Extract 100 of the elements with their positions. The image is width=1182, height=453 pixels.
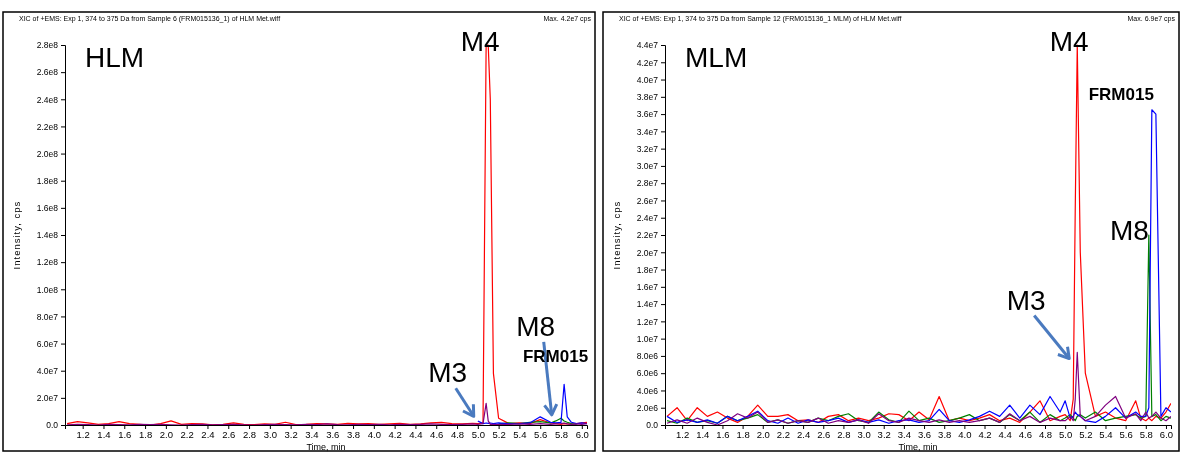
y-tick-label: 2.0e6 (636, 402, 659, 413)
x-tick-label: 4.2 (978, 428, 992, 440)
y-tick-label: 1.4e8 (36, 230, 59, 241)
x-tick-label: 3.4 (897, 428, 911, 440)
y-tick-label: 2.8e8 (36, 40, 59, 51)
y-tick-label: 1.4e7 (636, 299, 659, 310)
y-tick-label: 8.0e7 (36, 311, 59, 322)
line-series (666, 351, 1171, 425)
y-tick-label: 1.6e7 (636, 282, 659, 293)
y-tick-label: 3.2e7 (636, 143, 659, 154)
x-tick-label: 2.4 (796, 428, 811, 440)
x-tick-label: 3.6 (326, 428, 340, 440)
y-tick-label: 8.0e6 (636, 351, 659, 362)
x-tick-label: 4.6 (430, 428, 444, 440)
x-tick-label: 2.4 (201, 428, 215, 440)
x-tick-label: 2.6 (222, 428, 236, 440)
x-tick-label: 5.4 (1099, 428, 1113, 440)
x-tick-label: 1.4 (97, 428, 111, 440)
y-tick-label: 1.6e8 (36, 203, 59, 214)
x-tick-label: 5.6 (1119, 428, 1133, 440)
y-tick-label: 4.2e7 (636, 57, 659, 68)
y-tick-label: 6.0e6 (636, 368, 659, 379)
y-tick-label: 2.0e8 (36, 148, 59, 159)
annotation: M3 (428, 357, 468, 389)
x-tick-label: 3.2 (284, 428, 298, 440)
x-tick-label: 5.2 (492, 428, 506, 440)
line-series (666, 109, 1171, 424)
y-tick-label: 2.6e8 (36, 67, 59, 78)
y-tick-label: 6.0e7 (36, 338, 59, 349)
x-tick-label: 5.2 (1079, 428, 1093, 440)
y-axis-title: Intensity, cps (11, 200, 22, 270)
chart-title: MLM (685, 42, 748, 73)
x-tick-label: 3.0 (857, 428, 871, 440)
y-tick-label: 2.4e7 (636, 212, 659, 223)
y-tick-label: 0.0 (646, 420, 659, 431)
x-tick-label: 3.8 (346, 428, 361, 440)
y-tick-label: 2.0e7 (636, 247, 659, 258)
y-tick-label: 4.4e7 (636, 40, 659, 51)
y-tick-label: 1.0e7 (636, 333, 659, 344)
y-tick-label: 2.2e7 (636, 230, 659, 241)
x-tick-label: 2.2 (180, 428, 194, 440)
x-tick-label: 2.0 (756, 428, 770, 440)
x-tick-label: 1.2 (76, 428, 90, 440)
annotation: M4 (460, 26, 500, 57)
x-tick-label: 4.4 (409, 428, 423, 440)
y-tick-label: 4.0e7 (36, 365, 59, 376)
x-tick-label: 5.0 (1059, 428, 1073, 440)
x-tick-label: 1.8 (736, 428, 750, 440)
y-tick-label: 2.2e8 (36, 121, 59, 132)
x-tick-label: 6.0 (575, 428, 589, 440)
x-tick-label: 1.2 (676, 428, 690, 440)
y-axis-title: Intensity, cps (611, 200, 622, 270)
x-tick-label: 2.0 (159, 428, 173, 440)
annotation: M4 (1049, 26, 1089, 57)
x-tick-label: 5.8 (1139, 428, 1153, 440)
x-tick-label: 2.2 (776, 428, 791, 440)
x-tick-label: 4.0 (958, 428, 972, 440)
y-tick-label: 2.0e7 (36, 393, 59, 404)
line-series (66, 402, 587, 425)
x-tick-label: 4.0 (367, 428, 381, 440)
annotation: M3 (1006, 284, 1046, 316)
y-tick-label: 2.8e7 (636, 178, 659, 189)
x-tick-label: 5.0 (471, 428, 485, 440)
x-tick-label: 2.8 (837, 428, 851, 440)
y-tick-label: 1.2e8 (36, 257, 59, 268)
x-tick-label: 2.8 (242, 428, 257, 440)
x-tick-label: 5.4 (513, 428, 527, 440)
y-tick-label: 1.8e8 (36, 175, 59, 186)
y-tick-label: 3.6e7 (636, 109, 659, 120)
x-tick-label: 4.8 (1038, 428, 1053, 440)
x-tick-label: 4.8 (450, 428, 465, 440)
x-tick-label: 4.2 (388, 428, 402, 440)
x-tick-label: 3.6 (917, 428, 932, 440)
annotation: M8 (516, 310, 556, 342)
x-tick-label: 3.0 (263, 428, 277, 440)
y-tick-label: 3.0e7 (636, 161, 659, 172)
y-tick-label: 3.8e7 (636, 92, 659, 103)
y-tick-label: 4.0e6 (636, 385, 659, 396)
y-tick-label: 1.2e7 (636, 316, 659, 327)
x-tick-label: 3.2 (877, 428, 891, 440)
x-tick-label: 1.6 (118, 428, 132, 440)
x-tick-label: 4.4 (998, 428, 1012, 440)
x-axis-title: Time, min (898, 442, 938, 452)
x-tick-label: 1.8 (138, 428, 153, 440)
x-tick-label: 6.0 (1159, 428, 1174, 440)
x-tick-label: 3.4 (305, 428, 319, 440)
x-axis-title: Time, min (306, 442, 346, 452)
annotation: FRM015 (1088, 84, 1154, 104)
x-tick-label: 3.8 (938, 428, 952, 440)
chart-title: HLM (85, 42, 145, 73)
x-tick-label: 5.8 (554, 428, 569, 440)
y-tick-label: 4.0e7 (636, 74, 659, 85)
y-tick-label: 2.6e7 (636, 195, 659, 206)
x-tick-label: 4.6 (1018, 428, 1032, 440)
y-tick-label: 3.4e7 (636, 126, 659, 137)
x-tick-label: 1.6 (716, 428, 730, 440)
y-tick-label: 1.8e7 (636, 264, 659, 275)
x-tick-label: 1.4 (696, 428, 710, 440)
y-tick-label: 1.0e8 (36, 284, 59, 295)
annotation: M8 (1109, 215, 1149, 246)
